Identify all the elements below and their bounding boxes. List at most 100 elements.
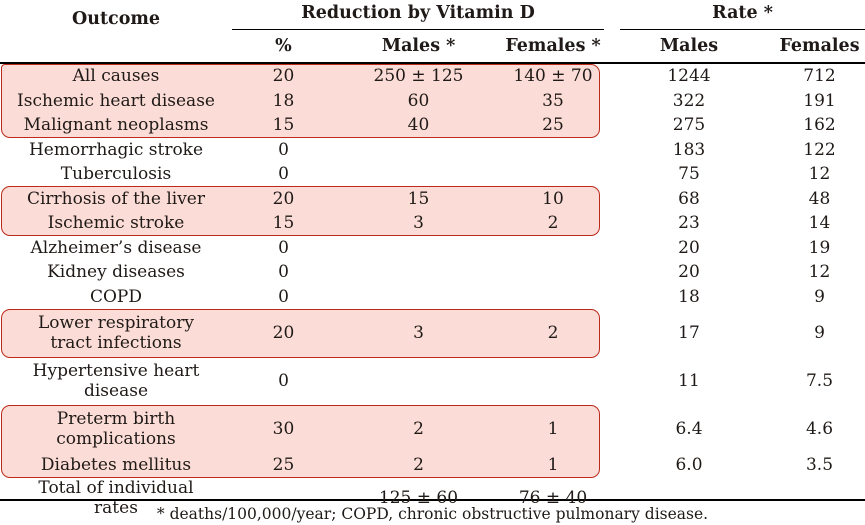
- subheader-males-reduction: Males *: [381, 36, 456, 56]
- cell-females-reduction: 1: [547, 419, 559, 439]
- cell-males-reduction: [335, 357, 502, 405]
- table-row: Hypertensive heart disease 0 11 7.5: [0, 357, 865, 405]
- table-row: Malignant neoplasms 15 40 25 275 162: [0, 113, 865, 138]
- cell-percent: 18: [272, 90, 295, 111]
- cell-outcome: Ischemic stroke: [47, 213, 185, 234]
- cell-males-rate: 17: [678, 323, 700, 343]
- cell-percent: [232, 478, 335, 518]
- cell-males-rate: [604, 478, 774, 518]
- subheader-row: % Males * Females * Males Females: [0, 31, 865, 61]
- cell-percent: 0: [278, 237, 289, 258]
- total-row: Total of individual rates 125 ± 60 76 ± …: [0, 478, 865, 518]
- cell-males-reduction: 2: [413, 419, 424, 439]
- cell-percent: 20: [272, 66, 295, 87]
- subheader-females-reduction: Females *: [505, 36, 601, 56]
- cell-males-rate: 275: [672, 115, 706, 136]
- table-row: COPD 0 18 9: [0, 285, 865, 310]
- cell-outcome: Cirrhosis of the liver: [26, 188, 205, 209]
- table-row: Lower respiratory tract infections 20 3 …: [0, 309, 865, 357]
- table-body: All causes 20 250 ± 125 140 ± 70 1244 71…: [0, 64, 865, 518]
- cell-females-reduction: [502, 285, 604, 310]
- cell-percent: 0: [278, 139, 289, 160]
- cell-females-rate: 191: [803, 90, 836, 111]
- cell-females-rate: 712: [803, 66, 836, 87]
- cell-percent: 15: [272, 115, 295, 136]
- cell-males-reduction: 60: [407, 90, 430, 111]
- cell-females-reduction: [502, 236, 604, 261]
- cell-females-reduction: 76 ± 40: [518, 487, 588, 508]
- cell-females-rate: 4.6: [805, 419, 834, 439]
- cell-outcome: Kidney diseases: [47, 262, 185, 283]
- cell-males-reduction: 3: [413, 213, 424, 234]
- cell-females-reduction: [502, 260, 604, 285]
- cell-females-reduction: [502, 162, 604, 187]
- cell-males-rate: 75: [678, 164, 700, 185]
- table-footnote: * deaths/100,000/year; COPD, chronic obs…: [156, 504, 709, 523]
- cell-females-rate: 12: [808, 262, 831, 283]
- cell-males-rate: 20: [678, 237, 700, 258]
- cell-total-label: Total of individual rates: [38, 477, 194, 518]
- subheader-males-rate: Males: [659, 36, 719, 56]
- cell-outcome: Hypertensive heart disease: [32, 360, 200, 401]
- highlight-box: [1, 404, 600, 478]
- cell-females-rate: 48: [808, 188, 831, 209]
- cell-females-reduction: 140 ± 70: [513, 66, 593, 87]
- cell-outcome: Lower respiratory tract infections: [38, 312, 194, 353]
- table-row: Ischemic stroke 15 3 2 23 14: [0, 211, 865, 236]
- cell-percent: 0: [278, 286, 289, 307]
- cell-females-reduction: 35: [542, 90, 564, 111]
- cell-males-reduction: [335, 236, 502, 261]
- table-row: Kidney diseases 0 20 12: [0, 260, 865, 285]
- subheader-females-rate: Females: [779, 36, 860, 56]
- cell-outcome: COPD: [89, 286, 142, 307]
- cell-percent: 0: [278, 164, 289, 185]
- cell-females-rate: 12: [808, 164, 831, 185]
- cell-males-rate: 1244: [667, 66, 711, 87]
- cell-percent: 0: [278, 262, 289, 283]
- cell-males-rate: 20: [678, 262, 700, 283]
- column-group-rate: Rate *: [620, 3, 865, 30]
- cell-males-reduction: 250 ± 125: [373, 66, 464, 87]
- table-row: All causes 20 250 ± 125 140 ± 70 1244 71…: [0, 64, 865, 89]
- cell-females-rate: [774, 478, 865, 518]
- cell-males-reduction: [335, 138, 502, 163]
- cell-males-reduction: [335, 260, 502, 285]
- cell-females-rate: 7.5: [805, 371, 834, 391]
- cell-females-reduction: 2: [547, 213, 559, 234]
- table-row: Preterm birth complications 30 2 1 6.4 4…: [0, 405, 865, 453]
- cell-females-rate: 9: [814, 323, 825, 343]
- cell-females-rate: 9: [814, 286, 825, 307]
- cell-females-rate: 14: [808, 213, 831, 234]
- cell-females-rate: 122: [803, 139, 836, 160]
- cell-females-reduction: 2: [547, 323, 559, 343]
- cell-females-reduction: [502, 138, 604, 163]
- table-row: Cirrhosis of the liver 20 15 10 68 48: [0, 187, 865, 212]
- cell-males-rate: 68: [678, 188, 700, 209]
- table-row: Hemorrhagic stroke 0 183 122: [0, 138, 865, 163]
- cell-males-reduction: 3: [413, 323, 424, 343]
- cell-males-rate: 18: [678, 286, 700, 307]
- cell-males-rate: 183: [672, 139, 706, 160]
- cell-males-reduction: 40: [407, 115, 430, 136]
- cell-outcome: Diabetes mellitus: [40, 455, 192, 476]
- subheader-spacer: [0, 31, 232, 61]
- subheader-percent: %: [275, 36, 292, 56]
- table-row: Tuberculosis 0 75 12: [0, 162, 865, 187]
- cell-males-reduction: [335, 162, 502, 187]
- table-row: Diabetes mellitus 25 2 1 6.0 3.5: [0, 453, 865, 478]
- cell-outcome: Hemorrhagic stroke: [28, 139, 204, 160]
- cell-males-rate: 6.4: [675, 419, 703, 439]
- table-row: Alzheimer’s disease 0 20 19: [0, 236, 865, 261]
- cell-outcome: Tuberculosis: [60, 164, 172, 185]
- column-header-outcome: Outcome: [71, 9, 161, 29]
- cell-females-reduction: [502, 357, 604, 405]
- cell-males-reduction: 125 ± 60: [378, 487, 459, 508]
- cell-percent: 20: [272, 188, 295, 209]
- highlight-box: [1, 308, 600, 358]
- cell-outcome: Preterm birth complications: [56, 408, 176, 449]
- highlight-box: [1, 64, 600, 138]
- cell-outcome: Alzheimer’s disease: [30, 237, 202, 258]
- cell-females-rate: 162: [803, 115, 836, 136]
- cell-females-reduction: 25: [542, 115, 564, 136]
